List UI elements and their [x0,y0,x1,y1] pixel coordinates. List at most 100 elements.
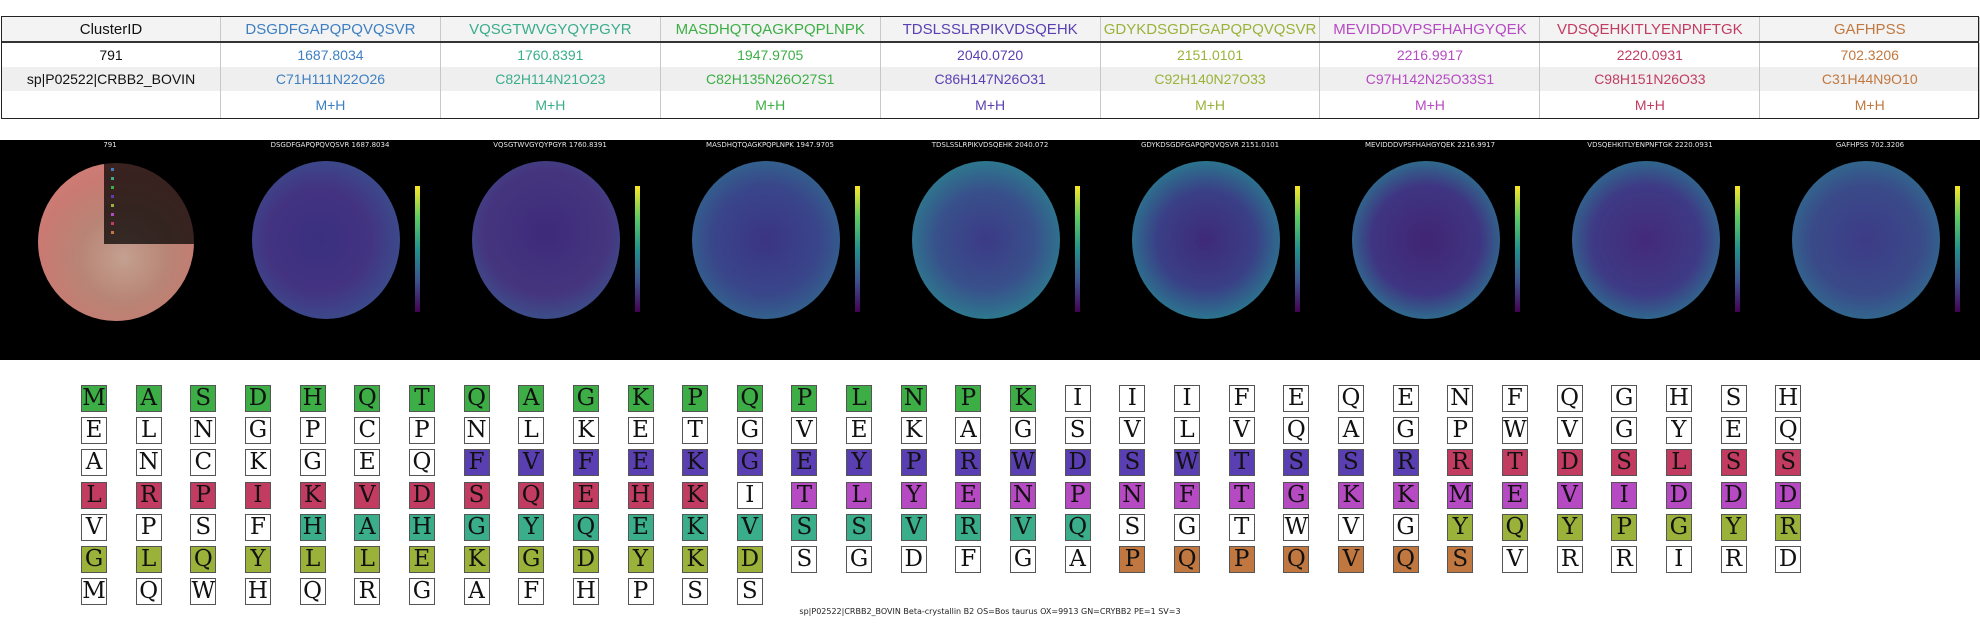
residue-cell: G [572,385,599,412]
ion-intensity-image [1132,161,1280,319]
residue-cell: P [1064,481,1091,509]
residue-cell: G [518,546,545,573]
residue-cell: E [408,546,435,573]
residue-cell: S [791,513,818,541]
peptide-formula-3: C82H135N26O27S1 [661,67,881,91]
residue-cell: I [244,481,271,509]
residue-cell: G [299,449,326,477]
residue-cell: G [1392,513,1419,541]
residue-cell: S [1283,449,1310,477]
residue-cell: P [1447,417,1474,445]
residue-cell: S [1720,385,1747,412]
residue-cell: Q [1337,385,1364,412]
residue-cell: D [736,546,763,573]
residue-cell: Q [408,449,435,477]
residue-cell: W [190,578,217,606]
peptide-adduct-4: M+H [881,91,1101,118]
peptide-header-4: TDSLSSLRPIKVDSQEHK [881,17,1101,41]
peptide-header-7: VDSQEHKITLYENPNFTGK [1540,17,1761,41]
residue-cell: R [1775,513,1802,541]
residue-cell: C [190,449,217,477]
residue-cell: N [1447,385,1474,412]
residue-cell: Y [627,546,654,573]
ion-intensity-image [1572,161,1720,319]
colorbar [1515,186,1520,312]
residue-cell: E [791,449,818,477]
residue-cell: I [1665,546,1692,573]
residue-cell: N [1119,481,1146,509]
residue-cell: G [1392,417,1419,445]
residue-cell: R [135,481,162,509]
residue-cell: A [518,385,545,412]
residue-cell: T [1228,513,1255,541]
residue-cell: P [1228,546,1255,573]
residue-cell: E [846,417,873,445]
colorbar [1955,186,1960,312]
residue-cell: P [408,417,435,445]
ion-image-panel: GDYKDSGDFGAPQPQVQSVR 2151.0101 [1100,140,1320,360]
peptide-adduct-1: M+H [221,91,441,118]
peptide-header-8: GAFHPSS [1760,17,1980,41]
residue-cell: E [627,513,654,541]
residue-cell: P [955,385,982,412]
residue-cell: F [518,578,545,606]
residue-cell: H [1775,385,1802,412]
residue-cell: K [900,417,927,445]
ion-image-strip: 791 DSGDFGAPQPQVQSVR 1687.8034 VQSGTWVGYQY… [0,140,1980,360]
residue-cell: G [736,449,763,477]
residue-cell: S [190,385,217,412]
residue-cell: E [1501,481,1528,509]
residue-cell: K [627,385,654,412]
residue-cell: E [572,481,599,509]
residue-cell: Y [518,513,545,541]
residue-cell: W [1283,513,1310,541]
residue-cell: I [736,481,763,509]
residue-cell: W [1174,449,1200,477]
residue-cell: R [955,449,982,477]
residue-cell: W [1010,449,1037,477]
peptide-header-6: MEVIDDDVPSFHAHGYQEK [1321,17,1541,41]
residue-cell: S [1720,449,1747,477]
peptide-mass-4: 2040.0720 [881,43,1101,67]
residue-cell: R [1611,546,1638,573]
peptide-header-2: VQSGTWVGYQYPGYR [441,17,661,41]
panel-title: GDYKDSGDFGAPQPQVQSVR 2151.0101 [1140,141,1280,149]
residue-cell: Q [135,578,162,606]
peptide-adduct-5: M+H [1101,91,1321,118]
residue-cell: L [81,481,107,509]
residue-cell: E [1392,385,1419,412]
residue-cell: P [190,481,217,509]
cluster-id-value: 791 [2,43,221,67]
residue-cell: V [1228,417,1255,445]
residue-cell: L [354,546,381,573]
residue-cell: T [1228,449,1255,477]
peptide-header-5: GDYKDSGDFGAPQPQVQSVR [1101,17,1321,41]
residue-cell: L [1174,417,1200,445]
residue-cell: D [408,481,435,509]
peptide-mass-5: 2151.0101 [1101,43,1321,67]
residue-cell: G [846,546,873,573]
legend-swatch [111,195,114,198]
residue-cell: H [244,578,271,606]
peptide-adduct-3: M+H [661,91,881,118]
residue-cell: K [572,417,599,445]
residue-cell: F [955,546,982,573]
residue-cell: Q [354,385,381,412]
residue-cell: A [1337,417,1364,445]
header-cluster-id: ClusterID [2,17,221,41]
residue-cell: K [682,481,709,509]
residue-cell: E [1720,417,1747,445]
residue-cell: M [81,578,107,606]
residue-cell: V [1501,546,1528,573]
residue-cell: K [299,481,326,509]
residue-cell: Q [1392,546,1419,573]
residue-cell: S [1447,546,1474,573]
residue-cell: P [299,417,326,445]
residue-cell: V [1556,481,1583,509]
peptide-mass-8: 702.3206 [1760,43,1980,67]
residue-cell: D [900,546,927,573]
residue-cell: L [299,546,326,573]
colorbar [1075,186,1080,312]
residue-cell: A [463,578,490,606]
residue-cell: G [1010,417,1037,445]
